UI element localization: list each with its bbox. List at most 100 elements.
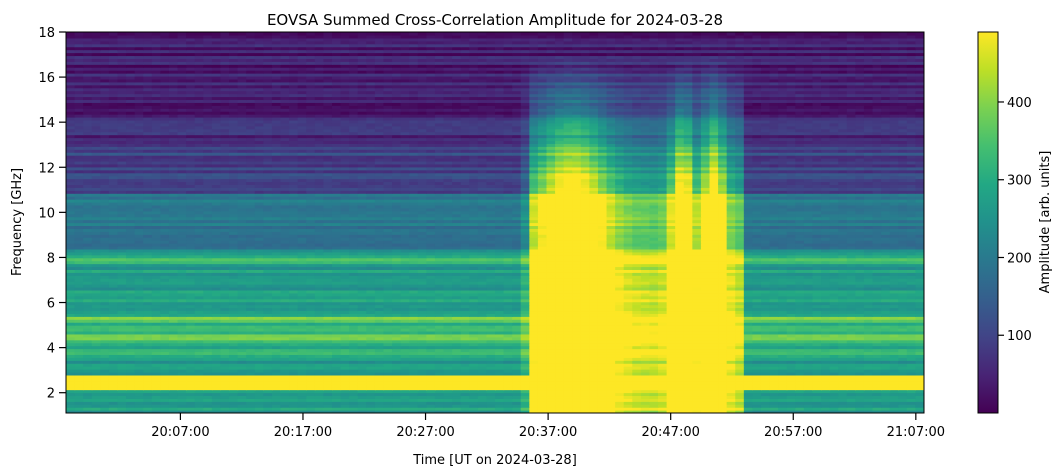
heatmap-cell	[229, 325, 239, 329]
heatmap-cell	[760, 392, 771, 397]
heatmap-cell	[529, 281, 539, 285]
heatmap-cell	[829, 401, 839, 405]
heatmap-cell	[495, 369, 505, 373]
heatmap-cell	[572, 278, 582, 282]
heatmap-cell	[597, 345, 608, 350]
heatmap-cell	[366, 374, 376, 379]
heatmap-cell	[812, 322, 822, 326]
heatmap-cell	[237, 410, 247, 413]
heatmap-cell	[443, 371, 453, 376]
heatmap-cell	[863, 336, 874, 341]
heatmap-cell	[426, 319, 436, 323]
heatmap-cell	[563, 374, 573, 379]
heatmap-cell	[726, 392, 736, 397]
heatmap-cell	[383, 295, 393, 300]
heatmap-cell	[134, 360, 144, 364]
heatmap-cell	[383, 357, 393, 361]
heatmap-cell	[546, 316, 556, 320]
heatmap-cell	[769, 328, 779, 332]
heatmap-cell	[589, 351, 599, 355]
heatmap-cell	[872, 298, 882, 303]
heatmap-cell	[74, 380, 84, 385]
heatmap-cell	[246, 357, 256, 361]
heatmap-cell	[838, 404, 848, 408]
heatmap-cell	[91, 330, 101, 335]
heatmap-cell	[555, 328, 565, 332]
heatmap-cell	[177, 357, 187, 361]
heatmap-cell	[74, 407, 84, 411]
heatmap-cell	[675, 401, 685, 405]
heatmap-cell	[383, 401, 393, 405]
heatmap-cell	[271, 371, 282, 376]
heatmap-cell	[726, 313, 736, 317]
heatmap-cell	[915, 354, 924, 358]
heatmap-cell	[469, 371, 479, 376]
heatmap-cell	[906, 354, 917, 358]
heatmap-cell	[495, 278, 505, 282]
heatmap-cell	[289, 389, 299, 394]
heatmap-cell	[812, 410, 822, 413]
heatmap-cell	[443, 377, 453, 382]
heatmap-cell	[512, 289, 522, 294]
heatmap-cell	[769, 286, 779, 291]
heatmap-cell	[409, 278, 419, 282]
heatmap-cell	[503, 333, 513, 338]
heatmap-cell	[168, 395, 179, 399]
heatmap-cell	[186, 298, 196, 303]
heatmap-cell	[229, 289, 239, 294]
heatmap-cell	[718, 360, 728, 364]
heatmap-cell	[555, 380, 565, 385]
heatmap-cell	[91, 407, 101, 411]
heatmap-cell	[143, 392, 153, 397]
heatmap-cell	[340, 377, 350, 382]
heatmap-cell	[855, 333, 865, 338]
heatmap-cell	[409, 389, 419, 394]
heatmap-cell	[572, 310, 582, 314]
heatmap-cell	[460, 371, 470, 376]
heatmap-cell	[623, 398, 633, 402]
heatmap-cell	[374, 377, 385, 382]
heatmap-cell	[786, 310, 796, 314]
heatmap-cell	[855, 377, 865, 382]
heatmap-cell	[306, 404, 316, 408]
heatmap-cell	[409, 333, 419, 338]
heatmap-cell	[829, 286, 839, 291]
heatmap-cell	[177, 289, 187, 294]
heatmap-cell	[675, 386, 685, 391]
heatmap-cell	[503, 310, 513, 314]
heatmap-cell	[409, 339, 419, 344]
heatmap-cell	[752, 328, 762, 332]
heatmap-cell	[331, 292, 342, 297]
heatmap-cell	[863, 363, 874, 367]
heatmap-cell	[795, 410, 805, 413]
heatmap-cell	[829, 339, 839, 344]
heatmap-cell	[297, 316, 307, 320]
heatmap-cell	[108, 307, 119, 312]
heatmap-cell	[134, 328, 144, 332]
heatmap-cell	[160, 313, 170, 317]
heatmap-cell	[829, 410, 839, 413]
heatmap-cell	[726, 360, 736, 364]
heatmap-cell	[297, 289, 307, 294]
heatmap-cell	[709, 322, 719, 326]
heatmap-cell	[572, 380, 582, 385]
heatmap-cell	[649, 366, 659, 370]
heatmap-cell	[126, 289, 136, 294]
heatmap-cell	[117, 351, 127, 355]
heatmap-cell	[100, 380, 110, 385]
heatmap-cell	[237, 339, 247, 344]
heatmap-cell	[666, 389, 676, 394]
heatmap-cell	[229, 284, 239, 288]
heatmap-cell	[126, 284, 136, 288]
heatmap-cell	[100, 316, 110, 320]
heatmap-cell	[606, 307, 616, 312]
heatmap-cell	[889, 281, 899, 285]
heatmap-cell	[194, 292, 204, 297]
heatmap-cell	[675, 278, 685, 282]
heatmap-cell	[254, 307, 264, 312]
heatmap-cell	[743, 404, 753, 408]
heatmap-cell	[658, 328, 668, 332]
heatmap-cell	[357, 286, 367, 291]
heatmap-cell	[126, 404, 136, 408]
heatmap-cell	[469, 307, 479, 312]
